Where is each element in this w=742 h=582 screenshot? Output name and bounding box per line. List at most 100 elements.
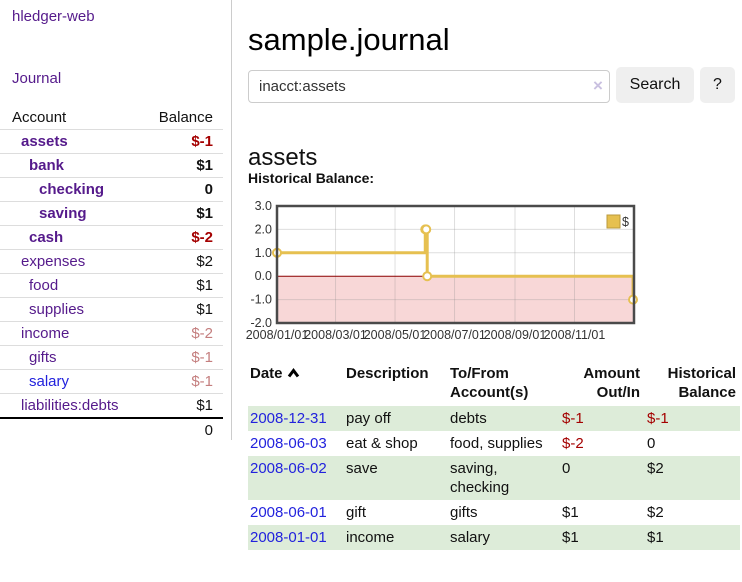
account-link-salary[interactable]: salary [29,373,70,390]
account-link-gifts[interactable]: gifts [29,349,57,366]
accounts-total-row: 0 [0,418,223,442]
account-row: gifts $-1 [0,345,223,370]
register-col-tofrom: To/From Account(s) [450,365,529,401]
register-row: 2008-06-01 gift gifts $1 $2 [248,500,740,525]
svg-text:2008/01/01: 2008/01/01 [246,328,309,342]
transaction-accounts: saving, checking [450,460,510,496]
transaction-date-link[interactable]: 2008-12-31 [250,410,327,427]
transaction-description: income [346,529,395,546]
transaction-description: pay off [346,410,391,427]
account-row: salary $-1 [0,369,223,394]
svg-text:1.0: 1.0 [255,246,272,260]
transaction-description: save [346,460,378,477]
help-button[interactable]: ? [700,67,735,103]
account-row: food $1 [0,273,223,298]
svg-text:3.0: 3.0 [255,199,272,213]
transaction-balance: $-1 [647,410,669,427]
account-link-income[interactable]: income [21,325,70,342]
transaction-date-link[interactable]: 2008-06-03 [250,435,327,452]
accounts-header-row: Account Balance [0,106,223,130]
chart-title: Historical Balance: [248,170,375,186]
transaction-date-link[interactable]: 2008-06-01 [250,504,327,521]
account-link-expenses[interactable]: expenses [21,253,86,270]
search-button[interactable]: Search [616,67,694,103]
transaction-accounts: debts [450,410,487,427]
search-input[interactable] [248,70,610,103]
account-balance: $-2 [191,325,213,342]
account-balance: 0 [204,181,213,198]
transaction-balance: $1 [647,529,664,546]
register-row: 2008-06-03 eat & shop food, supplies $-2… [248,431,740,456]
account-balance: $1 [196,301,213,318]
main-content: sample.journal × Search ? assets Histori… [246,0,742,582]
account-link-checking[interactable]: checking [39,181,105,198]
transaction-balance: $2 [647,460,664,477]
account-link-supplies[interactable]: supplies [29,301,85,318]
svg-text:2008/07/01: 2008/07/01 [423,328,486,342]
account-balance: $1 [196,397,213,414]
register-row: 2008-12-31 pay off debts $-1 $-1 [248,406,740,431]
account-link-cash[interactable]: cash [29,229,64,246]
accounts-table: Account Balance assets $-1 bank $1 check… [0,106,223,442]
brand-link[interactable]: hledger-web [12,8,95,25]
transaction-accounts: food, supplies [450,435,543,452]
transaction-description: gift [346,504,367,521]
svg-text:2008/05/01: 2008/05/01 [364,328,427,342]
transaction-amount: $-1 [562,410,584,427]
page-title: sample.journal [248,21,450,57]
account-balance: $-1 [191,349,213,366]
clear-search-icon[interactable]: × [593,76,603,95]
account-row: bank $1 [0,153,223,178]
account-link-saving[interactable]: saving [39,205,87,222]
svg-text:2008/11/01: 2008/11/01 [544,328,606,342]
transaction-amount: $1 [562,529,579,546]
account-balance: $1 [196,205,213,222]
account-link-food[interactable]: food [29,277,59,294]
transaction-balance: 0 [647,435,656,452]
svg-text:-2.0: -2.0 [250,316,272,330]
register-col-date[interactable]: Date [248,362,344,406]
transaction-amount: 0 [562,460,571,477]
svg-text:-1.0: -1.0 [250,293,272,307]
transaction-accounts: salary [450,529,491,546]
account-link-liabilities-debts[interactable]: liabilities:debts [21,397,119,414]
account-row: checking 0 [0,177,223,202]
account-row: income $-2 [0,321,223,346]
register-row: 2008-01-01 income salary $1 $1 [248,525,740,550]
account-row: cash $-2 [0,225,223,250]
register-col-description: Description [346,365,429,382]
account-link-bank[interactable]: bank [29,157,65,174]
accounts-col-account: Account [12,109,67,126]
svg-text:$: $ [622,215,629,229]
register-col-amount: Amount Out/In [583,365,640,401]
register-table: Date Description To/From Account(s) Amou… [248,362,740,550]
account-row: assets $-1 [0,129,223,154]
register-header-row: Date Description To/From Account(s) Amou… [248,362,740,406]
account-balance: $1 [196,277,213,294]
historical-balance-chart: 2008/01/012008/03/012008/05/012008/07/01… [246,199,639,342]
svg-text:2008/09/01: 2008/09/01 [484,328,547,342]
transaction-accounts: gifts [450,504,478,521]
account-balance: $2 [196,253,213,270]
account-balance: $-1 [191,133,213,150]
account-heading: assets [248,143,318,171]
register-col-balance: Historical Balance [667,365,736,401]
transaction-amount: $-2 [562,435,584,452]
transaction-balance: $2 [647,504,664,521]
transaction-date-link[interactable]: 2008-06-02 [250,460,327,477]
account-row: expenses $2 [0,249,223,274]
account-balance: $1 [196,157,213,174]
sidebar: hledger-web Journal Account Balance asse… [0,0,232,440]
account-link-assets[interactable]: assets [21,133,68,150]
account-balance: $-2 [191,229,213,246]
transaction-date-link[interactable]: 2008-01-01 [250,529,327,546]
sort-asc-icon [287,365,300,384]
transaction-description: eat & shop [346,435,418,452]
svg-text:0.0: 0.0 [255,269,272,283]
account-row: liabilities:debts $1 [0,393,223,419]
transaction-amount: $1 [562,504,579,521]
account-balance: $-1 [191,373,213,390]
sidebar-item-journal[interactable]: Journal [12,70,62,87]
svg-text:2.0: 2.0 [255,222,272,236]
svg-text:2008/03/01: 2008/03/01 [304,328,367,342]
